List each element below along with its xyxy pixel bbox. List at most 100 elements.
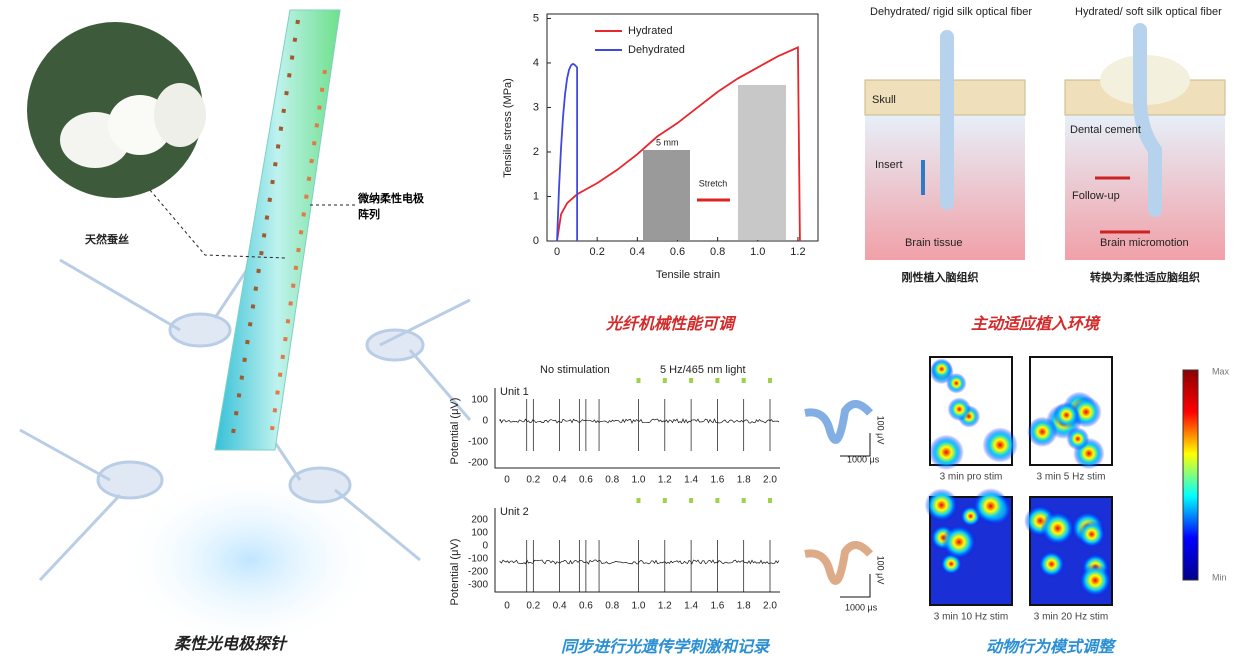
stim-marker [663, 498, 667, 503]
map-caption: 3 min 5 Hz stim [1037, 472, 1106, 483]
inset-image [643, 150, 690, 240]
waveform [805, 404, 870, 440]
x-tick-label: 0.6 [579, 475, 593, 486]
tissue-label: Brain tissue [905, 237, 962, 249]
panel-title: 转换为柔性适应脑组织 [1090, 270, 1200, 284]
colorbar-label: Min [1212, 572, 1227, 582]
x-tick-label: 0.2 [526, 475, 540, 486]
page: 天然蚕丝 微纳柔性电极阵列 柔性光电极探针 Dehydrated/ rigid … [0, 0, 1243, 667]
y-tick-label: 1 [533, 190, 539, 202]
y-tick-label: -200 [468, 458, 488, 469]
x-tick-label: 0 [504, 475, 510, 486]
map-caption: 3 min 20 Hz stim [1034, 612, 1108, 623]
colorbar [1183, 370, 1198, 580]
probe-caption: 柔性光电极探针 [174, 635, 288, 653]
x-tick-label: 1.0 [632, 601, 646, 612]
x-tick-label: 1.2 [790, 246, 805, 258]
stim-marker [768, 498, 772, 503]
heat-spot [1066, 427, 1089, 450]
condition: 5 Hz/465 nm light [660, 364, 746, 376]
y-tick-label: 2 [533, 146, 539, 158]
heat-spot [1079, 564, 1112, 597]
x-tick-label: 1.6 [710, 601, 724, 612]
x-tick-label: 0.8 [710, 246, 725, 258]
x-tick-label: 0.4 [630, 246, 645, 258]
y-tick-label: 100 [471, 395, 488, 406]
recording-caption: 同步进行光遗传学刺激和记录 [561, 638, 771, 656]
x-tick-label: 0.2 [590, 246, 605, 258]
y-tick-label: 200 [471, 515, 488, 526]
y-tick-label: 0 [482, 416, 488, 427]
map-caption: 3 min 10 Hz stim [934, 612, 1008, 623]
heat-spot [1038, 551, 1065, 578]
map-caption: 3 min pro stim [940, 472, 1003, 483]
action-label: Insert [875, 159, 903, 171]
silk-label: 天然蚕丝 [85, 232, 129, 246]
skull-label: Skull [872, 94, 896, 106]
y-axis-label: Potential (μV) [449, 398, 461, 465]
x-tick-label: 1.0 [632, 475, 646, 486]
behavior-caption: 动物行为模式调整 [986, 638, 1117, 656]
x-tick-label: 0.8 [605, 601, 619, 612]
x-axis-label: Tensile strain [656, 269, 720, 281]
x-tick-label: 1.8 [737, 601, 751, 612]
heat-spot [1027, 417, 1057, 447]
array-label-box: 微纳柔性电极阵列 [358, 190, 438, 230]
axis [495, 388, 780, 468]
scale-bar [840, 574, 870, 597]
trace [500, 399, 779, 451]
y-tick-label: 4 [533, 57, 539, 69]
x-tick-label: 0 [554, 246, 560, 258]
condition: No stimulation [540, 364, 610, 376]
x-tick-label: 1.2 [658, 475, 672, 486]
probe-illustration [20, 10, 470, 650]
heat-spot [942, 525, 977, 560]
x-tick-label: 0.6 [670, 246, 685, 258]
x-tick-label: 1.4 [684, 601, 698, 612]
cement-label: Dental cement [1070, 124, 1141, 136]
scale-bar [840, 433, 870, 456]
stim-marker [742, 378, 746, 383]
tissue-label: Brain micromotion [1100, 237, 1189, 249]
waveform [805, 545, 870, 581]
heat-spot [925, 488, 958, 521]
x-tick-label: 0 [504, 601, 510, 612]
chart-caption: 光纤机械性能可调 [605, 315, 737, 333]
x-tick-label: 1.8 [737, 475, 751, 486]
stim-marker [768, 378, 772, 383]
trace [500, 540, 779, 592]
implant-schematic [865, 30, 1225, 260]
legend-label: Hydrated [628, 25, 673, 37]
inset-image [738, 85, 786, 240]
x-tick-label: 0.4 [553, 475, 567, 486]
heat-spot [931, 358, 952, 379]
y-tick-label: -100 [468, 437, 488, 448]
x-tick-label: 0.2 [526, 601, 540, 612]
y-axis-label: Tensile stress (MPa) [502, 78, 514, 178]
stim-marker [715, 498, 719, 503]
stim-marker [715, 378, 719, 383]
heat-spot [1078, 521, 1105, 548]
fiber-label: Dehydrated/ rigid silk optical fiber [870, 6, 1032, 18]
heat-spot [948, 397, 972, 421]
x-tick-label: 1.6 [710, 475, 724, 486]
y-tick-label: 0 [533, 235, 539, 247]
y-tick-label: -300 [468, 580, 488, 591]
figure: 天然蚕丝 微纳柔性电极阵列 柔性光电极探针 Dehydrated/ rigid … [0, 0, 1243, 662]
axis [495, 508, 780, 592]
x-tick-label: 0.6 [579, 601, 593, 612]
panel-title: 刚性植入脑组织 [902, 270, 979, 284]
scale-voltage: 100 μV [876, 556, 886, 585]
legend-label: Dehydrated [628, 44, 685, 56]
unit-name: Unit 2 [500, 506, 529, 518]
x-tick-label: 0.4 [553, 601, 567, 612]
y-tick-label: 5 [533, 12, 539, 24]
data-line [557, 64, 577, 241]
stim-marker [637, 498, 641, 503]
x-tick-label: 1.0 [750, 246, 765, 258]
stim-marker [637, 378, 641, 383]
colorbar-label: Max [1212, 366, 1230, 376]
stim-marker [689, 378, 693, 383]
x-tick-label: 2.0 [763, 601, 777, 612]
